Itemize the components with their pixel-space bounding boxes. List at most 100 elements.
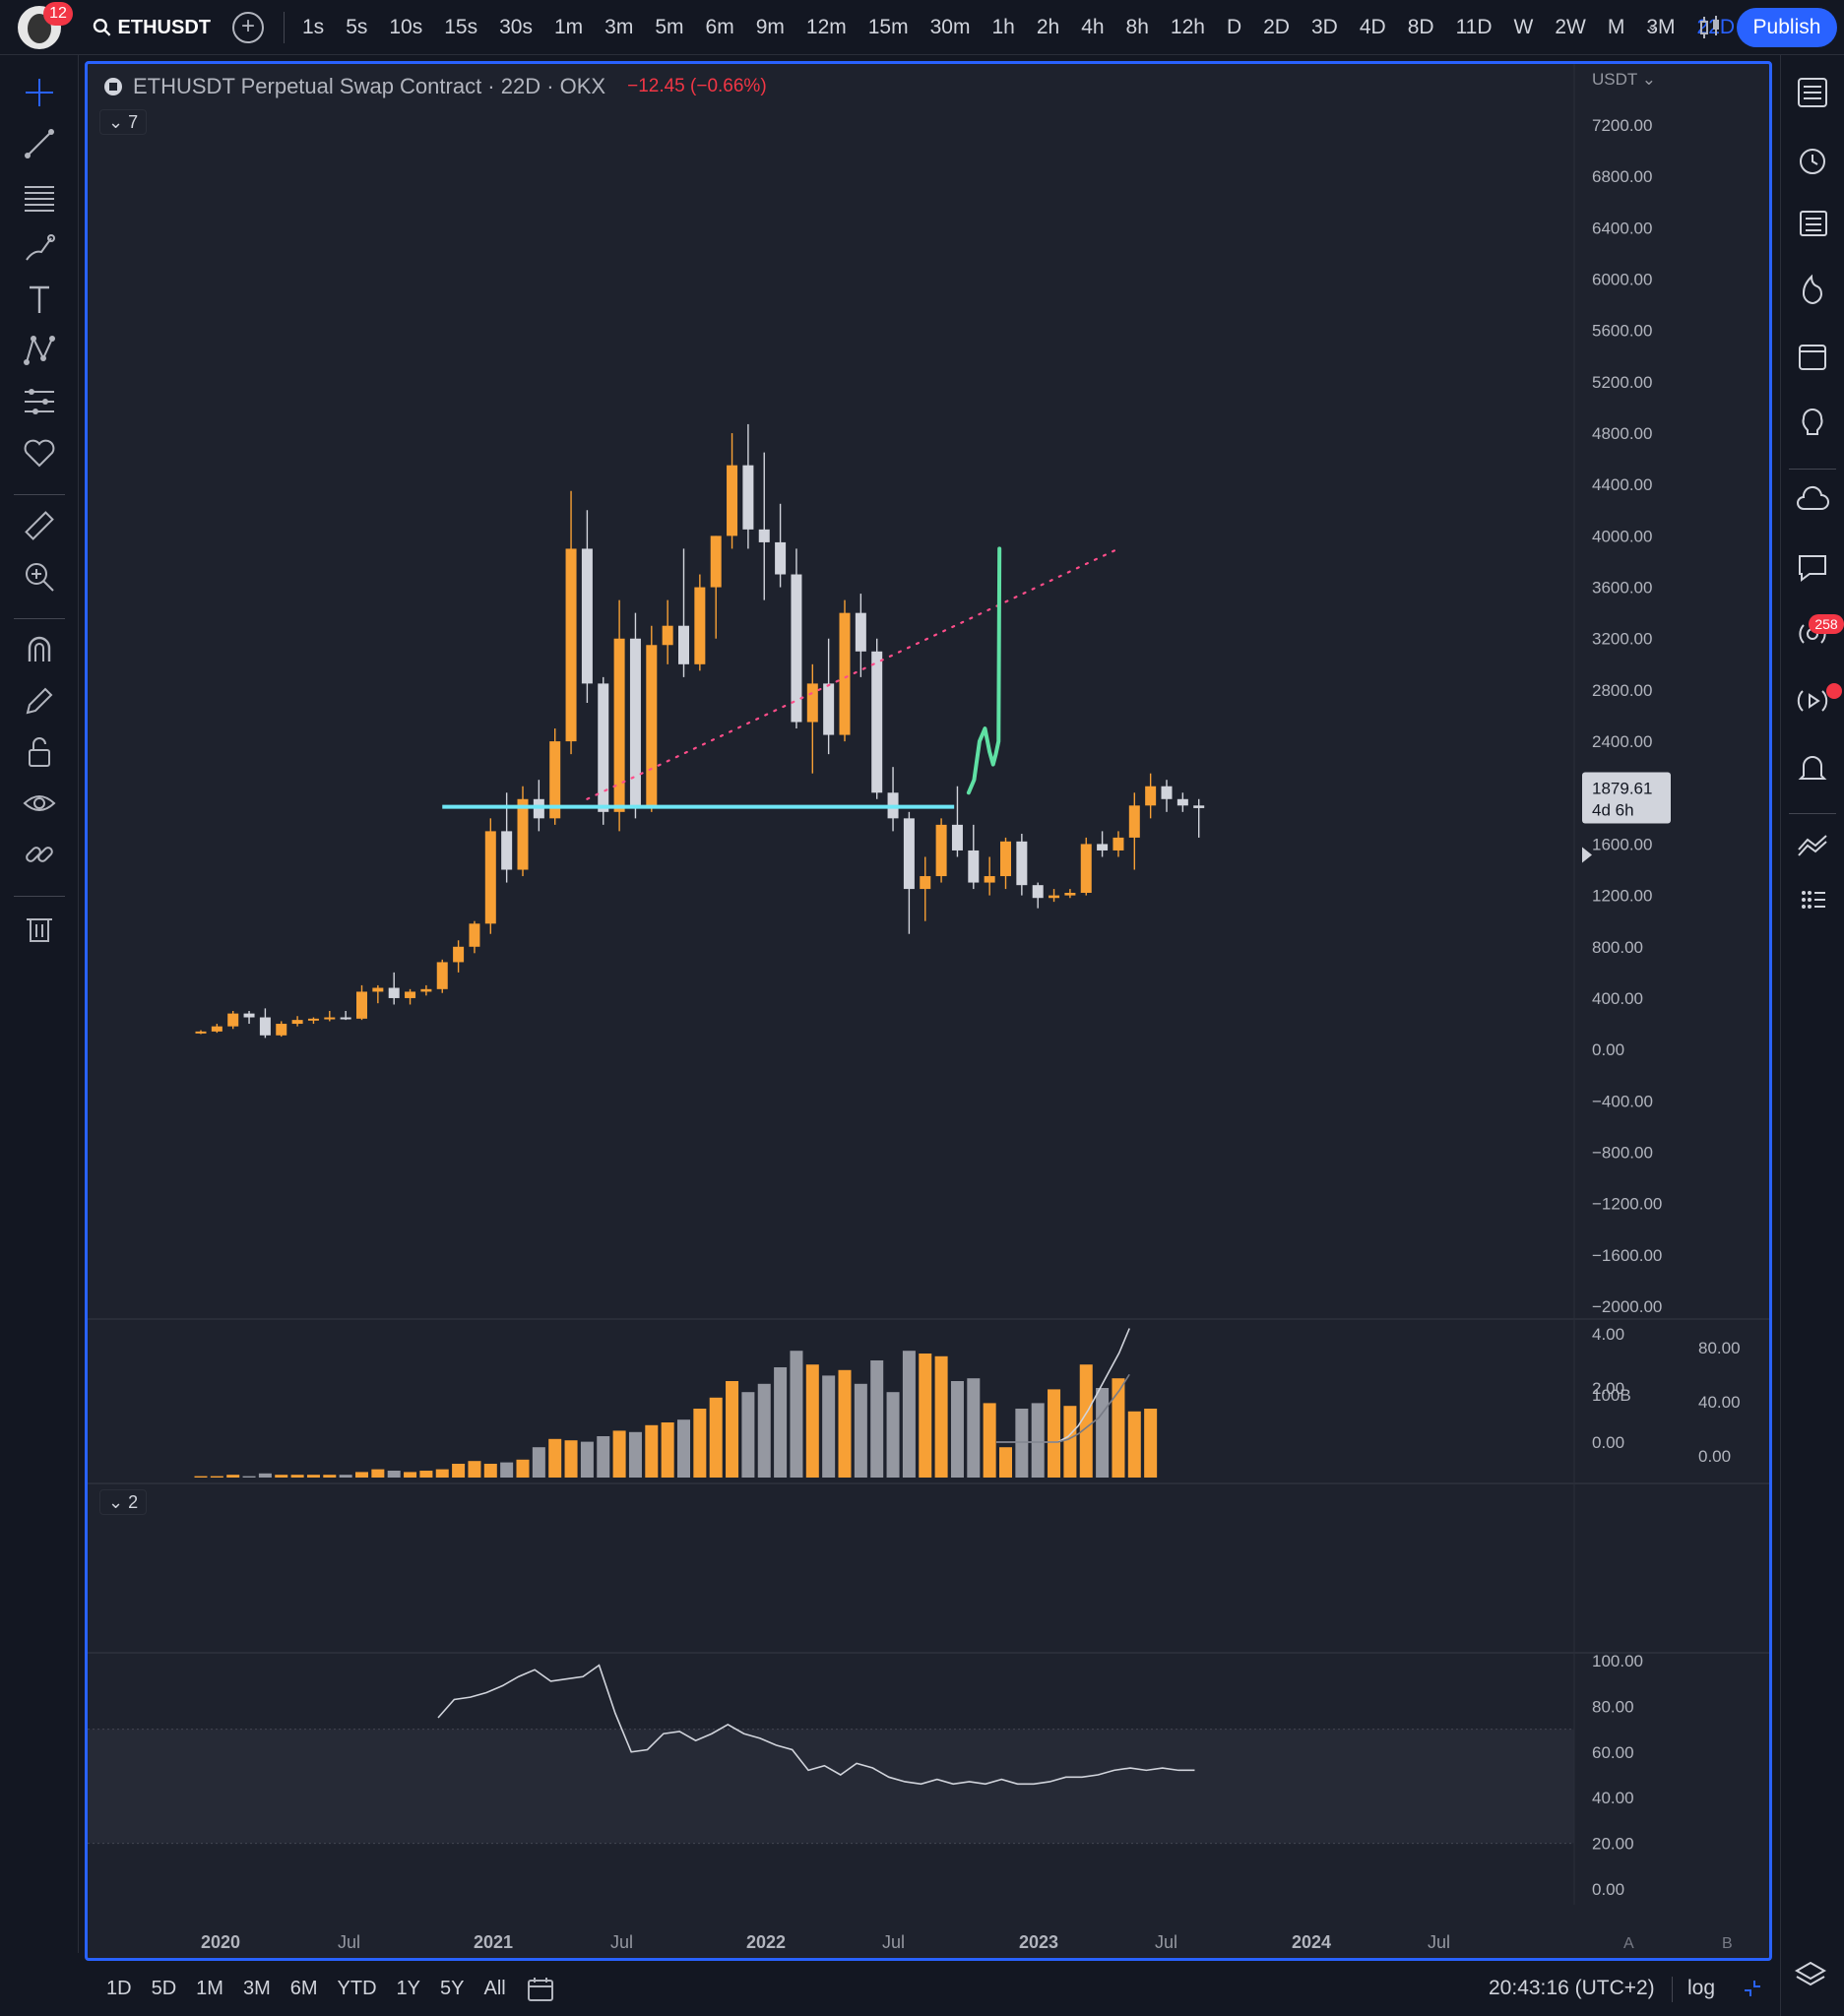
volume-bar — [339, 1475, 352, 1478]
range-5y[interactable]: 5Y — [440, 1977, 465, 1999]
eye-icon[interactable] — [20, 784, 59, 823]
interval-2h[interactable]: 2h — [1036, 16, 1060, 38]
candle-body — [1032, 885, 1044, 899]
pane3-tick-label: 40.00 — [1592, 1789, 1634, 1807]
watchlist-icon[interactable] — [1793, 73, 1832, 112]
interval-1s[interactable]: 1s — [302, 16, 325, 38]
calendar-goto-icon[interactable] — [526, 1975, 555, 2004]
indicators-collapse-button[interactable]: ⌄ 7 — [99, 109, 148, 135]
zoom-in-icon[interactable] — [20, 557, 59, 597]
range-1d[interactable]: 1D — [106, 1977, 132, 1999]
chevron-down-icon[interactable]: ⌄ — [1646, 18, 1660, 34]
chat-icon[interactable] — [1793, 547, 1832, 587]
interval-m[interactable]: M — [1607, 16, 1625, 38]
dom-icon[interactable] — [1793, 880, 1832, 919]
interval-12m[interactable]: 12m — [805, 16, 847, 38]
candle-body — [243, 1013, 255, 1018]
volume-bar — [661, 1422, 674, 1478]
crosshair-icon[interactable] — [20, 73, 59, 112]
fib-retracement-icon[interactable] — [20, 177, 59, 217]
brush-icon[interactable] — [20, 228, 59, 268]
candle-body — [903, 818, 915, 890]
interval-2w[interactable]: 2W — [1555, 16, 1586, 38]
lock-drawing-pencil-icon[interactable] — [20, 681, 59, 721]
range-3m[interactable]: 3M — [242, 1977, 271, 1999]
interval-9m[interactable]: 9m — [755, 16, 785, 38]
prediction-icon[interactable] — [20, 382, 59, 421]
symbol-title[interactable]: ETHUSDT Perpetual Swap Contract · 22D · … — [133, 74, 606, 98]
ruler-icon[interactable] — [20, 506, 59, 545]
candle-body — [968, 850, 980, 883]
ideas-lightbulb-icon[interactable] — [1793, 404, 1832, 443]
object-tree-icon[interactable] — [1793, 203, 1832, 242]
trash-icon[interactable] — [20, 908, 59, 947]
interval-11d[interactable]: 11D — [1455, 16, 1493, 38]
trend-line-icon[interactable] — [20, 124, 59, 163]
volume-bar — [999, 1447, 1012, 1478]
interval-30m[interactable]: 30m — [929, 16, 971, 38]
interval-12h[interactable]: 12h — [1170, 16, 1205, 38]
interval-10s[interactable]: 10s — [389, 16, 423, 38]
live-stream-icon[interactable] — [1793, 681, 1832, 721]
range-1y[interactable]: 1Y — [396, 1977, 421, 1999]
log-scale-toggle[interactable]: log — [1687, 1977, 1716, 1999]
volume-bar — [628, 1431, 642, 1478]
trading-panel-icon[interactable] — [1793, 825, 1832, 864]
streams-cloud-icon[interactable] — [1793, 480, 1832, 520]
candle-body — [710, 536, 722, 588]
interval-8d[interactable]: 8D — [1407, 16, 1434, 38]
heart-icon[interactable] — [20, 433, 59, 472]
candles-icon[interactable] — [1698, 14, 1722, 41]
chart-area[interactable]: 7200.00 6800.00 6400.00 6000.00 5600.00 5200.… — [85, 61, 1772, 1961]
interval-1m[interactable]: 1m — [553, 16, 584, 38]
pane3-tick-label: 80.00 — [1592, 1697, 1634, 1716]
interval-8h[interactable]: 8h — [1125, 16, 1149, 38]
range-5d[interactable]: 5D — [151, 1977, 177, 1999]
chart-canvas[interactable]: 7200.00 6800.00 6400.00 6000.00 5600.00 5200.… — [88, 64, 1769, 1958]
pattern-icon[interactable] — [20, 331, 59, 370]
symbol-search[interactable]: ETHUSDT — [93, 12, 211, 43]
candle-body — [565, 548, 577, 742]
range-ytd[interactable]: YTD — [337, 1977, 377, 1999]
alert-bell-icon[interactable] — [1793, 748, 1832, 788]
interval-3m[interactable]: 3M — [1646, 16, 1676, 38]
interval-30s[interactable]: 30s — [499, 16, 533, 38]
alarm-clock-icon[interactable] — [1793, 140, 1832, 179]
candle-body — [662, 625, 673, 646]
interval-4d[interactable]: 4D — [1359, 16, 1386, 38]
text-icon[interactable] — [20, 280, 59, 319]
interval-5s[interactable]: 5s — [346, 16, 368, 38]
currency-selector[interactable]: USDT ⌄ — [1592, 70, 1656, 89]
interval-15s[interactable]: 15s — [444, 16, 478, 38]
calendar-icon[interactable] — [1793, 337, 1832, 376]
interval-1h[interactable]: 1h — [991, 16, 1015, 38]
interval-6m[interactable]: 6m — [705, 16, 734, 38]
magnet-icon[interactable] — [20, 630, 59, 669]
layers-icon[interactable] — [1794, 1959, 1827, 1992]
interval-w[interactable]: W — [1513, 16, 1534, 38]
interval-2d[interactable]: 2D — [1263, 16, 1290, 38]
interval-3m[interactable]: 3m — [604, 16, 634, 38]
hotlists-flame-icon[interactable] — [1793, 270, 1832, 309]
pane2-collapse-button[interactable]: ⌄ 2 — [99, 1489, 148, 1515]
candle-body — [469, 923, 480, 947]
add-compare-button[interactable]: + — [232, 12, 264, 43]
range-1m[interactable]: 1M — [196, 1977, 223, 1999]
volume-bar — [950, 1381, 964, 1478]
interval-d[interactable]: D — [1226, 16, 1242, 38]
interval-15m[interactable]: 15m — [867, 16, 909, 38]
link-icon[interactable] — [20, 835, 59, 874]
publish-button[interactable]: Publish — [1737, 8, 1837, 47]
clock-timezone[interactable]: 20:43:16 (UTC+2) — [1489, 1977, 1655, 1999]
auto-scale-icon[interactable] — [1741, 1977, 1764, 2000]
volume-bar — [822, 1375, 836, 1478]
candle-body — [646, 645, 658, 806]
range-all[interactable]: All — [483, 1977, 506, 1999]
unlock-icon[interactable] — [20, 732, 59, 772]
interval-5m[interactable]: 5m — [655, 16, 684, 38]
volume-bar — [290, 1475, 304, 1478]
interval-3d[interactable]: 3D — [1310, 16, 1338, 38]
interval-4h[interactable]: 4h — [1081, 16, 1105, 38]
price-tick-label: −2000.00 — [1592, 1297, 1662, 1316]
range-6m[interactable]: 6M — [289, 1977, 318, 1999]
